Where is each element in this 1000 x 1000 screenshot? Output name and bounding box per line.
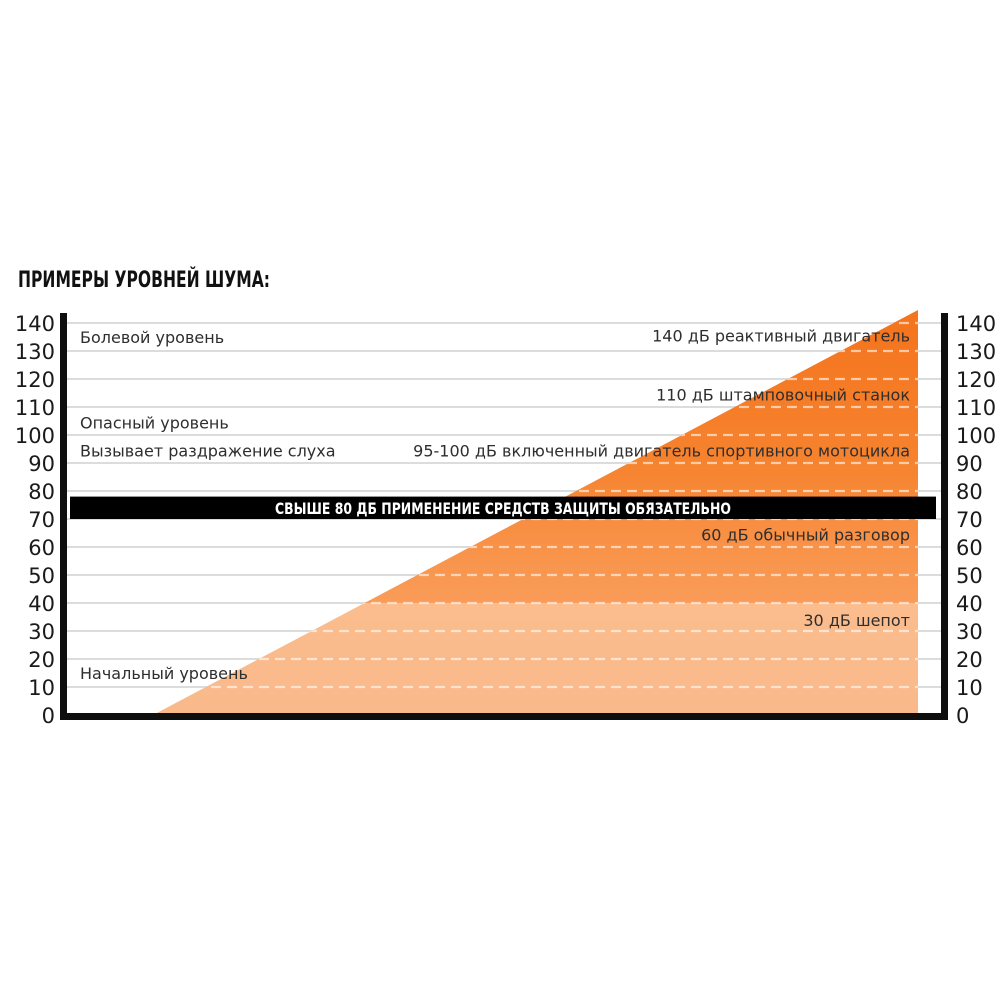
tick-label-right: 130 xyxy=(956,340,996,364)
tick-label-right: 140 xyxy=(956,312,996,336)
tick-label-right: 0 xyxy=(956,704,969,728)
left-axis-tick-labels: 0 10 20 30 40 50 60 70 80 90 100 110 120 130 140 xyxy=(15,312,55,728)
zone-label: Болевой уровень xyxy=(80,328,224,347)
tick-label-right: 40 xyxy=(956,592,983,616)
example-labels: 140 дБ реактивный двигатель 110 дБ штампо… xyxy=(413,327,910,630)
zone-label: Вызывает раздражение слуха xyxy=(80,441,336,460)
tick-label-right: 90 xyxy=(956,452,983,476)
tick-label-left: 140 xyxy=(15,312,55,336)
example-label: 140 дБ реактивный двигатель xyxy=(652,327,910,346)
tick-label-right: 110 xyxy=(956,396,996,420)
tick-label-right: 80 xyxy=(956,480,983,504)
zone-labels: Болевой уровень Опасный уровень Вызывает р… xyxy=(80,328,336,683)
example-label: 95-100 дБ включенный двигатель спортивно… xyxy=(413,441,910,460)
tick-label-right: 120 xyxy=(956,368,996,392)
warning-banner-text: СВЫШЕ 80 ДБ ПРИМЕНЕНИЕ СРЕДСТВ ЗАЩИТЫ ОБ… xyxy=(275,499,731,518)
tick-label-left: 0 xyxy=(42,704,55,728)
left-axis-bar xyxy=(60,313,67,720)
warning-banner xyxy=(70,496,936,519)
tick-label-left: 110 xyxy=(15,396,55,420)
tick-label-left: 100 xyxy=(15,424,55,448)
tick-label-left: 10 xyxy=(28,676,55,700)
tick-label-left: 70 xyxy=(28,508,55,532)
tick-label-left: 80 xyxy=(28,480,55,504)
tick-label-left: 40 xyxy=(28,592,55,616)
tick-label-right: 60 xyxy=(956,536,983,560)
page-title: ПРИМЕРЫ УРОВНЕЙ ШУМА: xyxy=(18,267,270,293)
example-label: 110 дБ штамповочный станок xyxy=(656,385,910,404)
zone-label: Опасный уровень xyxy=(80,413,229,432)
axis-bars xyxy=(60,313,948,720)
tick-label-left: 60 xyxy=(28,536,55,560)
tick-label-right: 20 xyxy=(956,648,983,672)
tick-label-right: 10 xyxy=(956,676,983,700)
tick-label-left: 20 xyxy=(28,648,55,672)
tick-label-left: 90 xyxy=(28,452,55,476)
tick-label-right: 50 xyxy=(956,564,983,588)
tick-label-right: 100 xyxy=(956,424,996,448)
tick-label-left: 30 xyxy=(28,620,55,644)
right-axis-tick-labels: 0 10 20 30 40 50 60 70 80 90 100 110 120 130 140 xyxy=(956,312,996,728)
tick-label-right: 70 xyxy=(956,508,983,532)
example-label: 60 дБ обычный разговор xyxy=(701,525,910,544)
tick-label-left: 130 xyxy=(15,340,55,364)
bottom-axis-bar xyxy=(60,713,948,720)
example-label: 30 дБ шепот xyxy=(803,611,910,630)
tick-label-right: 30 xyxy=(956,620,983,644)
zone-label: Начальный уровень xyxy=(80,664,248,683)
tick-label-left: 50 xyxy=(28,564,55,588)
right-axis-bar xyxy=(941,313,948,720)
tick-label-left: 120 xyxy=(15,368,55,392)
